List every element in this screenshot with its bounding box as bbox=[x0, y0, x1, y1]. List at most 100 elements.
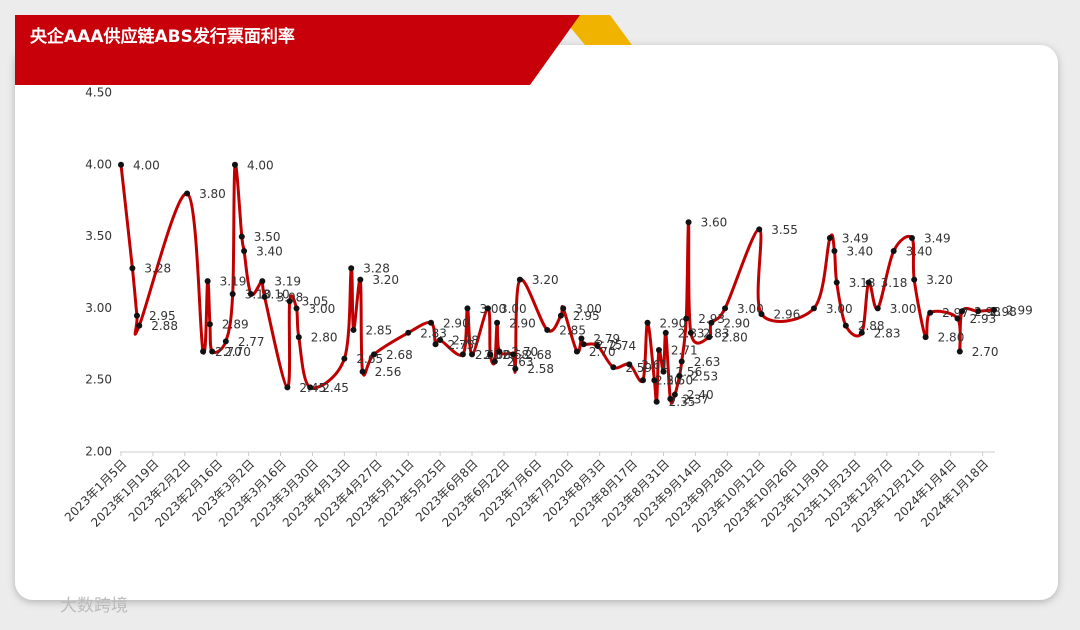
point bbox=[459, 351, 466, 358]
point bbox=[890, 247, 897, 254]
point bbox=[922, 334, 929, 341]
data-label: 2.70 bbox=[589, 345, 616, 359]
data-label: 3.40 bbox=[846, 244, 873, 258]
data-label: 2.65 bbox=[356, 352, 383, 366]
point bbox=[644, 319, 651, 326]
point bbox=[494, 319, 501, 326]
data-label: 2.70 bbox=[511, 345, 538, 359]
point bbox=[831, 247, 838, 254]
data-label: 2.68 bbox=[484, 348, 511, 362]
data-label: 2.35 bbox=[669, 395, 696, 409]
point bbox=[348, 265, 355, 272]
point bbox=[954, 315, 961, 322]
point bbox=[810, 305, 817, 312]
data-label: 3.00 bbox=[826, 302, 853, 316]
data-label: 3.00 bbox=[575, 302, 602, 316]
y-tick-label: 4.50 bbox=[85, 86, 112, 100]
point bbox=[956, 348, 963, 355]
data-label: 2.63 bbox=[694, 355, 721, 369]
point bbox=[927, 309, 934, 316]
data-label: 3.80 bbox=[199, 187, 226, 201]
data-label: 2.90 bbox=[660, 316, 687, 330]
y-tick-label: 2.50 bbox=[85, 373, 112, 387]
data-label: 2.58 bbox=[527, 362, 554, 376]
data-label: 2.74 bbox=[609, 339, 636, 353]
data-label: 2.89 bbox=[222, 318, 249, 332]
point bbox=[676, 372, 683, 379]
data-label: 3.49 bbox=[842, 232, 869, 246]
data-label: 3.50 bbox=[254, 230, 281, 244]
point bbox=[706, 334, 713, 341]
point bbox=[484, 305, 491, 312]
point bbox=[295, 334, 302, 341]
data-label: 2.90 bbox=[509, 316, 536, 330]
point bbox=[512, 365, 519, 372]
data-label: 2.45 bbox=[322, 381, 349, 395]
point bbox=[241, 247, 248, 254]
data-label: 4.00 bbox=[133, 158, 160, 172]
point bbox=[432, 341, 439, 348]
data-label: 2.40 bbox=[687, 388, 714, 402]
y-tick-label: 3.00 bbox=[85, 301, 112, 315]
point bbox=[975, 308, 982, 315]
point bbox=[200, 348, 207, 355]
point bbox=[557, 312, 564, 319]
data-label: 3.49 bbox=[924, 232, 951, 246]
point bbox=[222, 338, 229, 345]
data-label: 2.88 bbox=[858, 319, 885, 333]
point bbox=[259, 278, 266, 285]
point bbox=[865, 279, 872, 286]
point bbox=[238, 233, 245, 240]
data-label: 2.63 bbox=[507, 355, 534, 369]
data-label: 2.56 bbox=[375, 365, 402, 379]
data-label: 3.00 bbox=[309, 302, 336, 316]
data-label: 3.60 bbox=[701, 216, 728, 230]
data-label: 2.80 bbox=[311, 331, 338, 345]
data-label: 2.53 bbox=[691, 369, 718, 383]
point bbox=[491, 358, 498, 365]
point bbox=[231, 161, 238, 168]
point bbox=[758, 311, 765, 318]
point bbox=[639, 377, 646, 384]
point bbox=[469, 351, 476, 358]
data-label: 2.75 bbox=[448, 338, 475, 352]
data-label: 3.10 bbox=[263, 288, 290, 302]
point bbox=[678, 358, 685, 365]
data-label: 2.37 bbox=[682, 392, 709, 406]
point bbox=[842, 322, 849, 329]
data-label: 2.61 bbox=[641, 358, 668, 372]
point bbox=[229, 291, 236, 298]
point bbox=[464, 305, 471, 312]
watermark: 大数跨境 bbox=[60, 596, 128, 616]
data-label: 2.85 bbox=[559, 323, 586, 337]
point bbox=[357, 276, 364, 283]
point bbox=[911, 276, 918, 283]
point bbox=[427, 319, 434, 326]
data-label: 2.68 bbox=[525, 348, 552, 362]
point bbox=[651, 377, 658, 384]
banner-accent bbox=[560, 15, 632, 45]
point bbox=[209, 348, 216, 355]
data-label: 3.55 bbox=[771, 223, 798, 237]
point bbox=[437, 336, 444, 343]
data-label: 2.83 bbox=[874, 326, 901, 340]
point bbox=[833, 279, 840, 286]
point bbox=[594, 342, 601, 349]
point bbox=[136, 322, 143, 329]
point bbox=[708, 319, 715, 326]
data-label: 2.95 bbox=[149, 309, 176, 323]
banner bbox=[15, 15, 580, 85]
point bbox=[756, 226, 763, 233]
point bbox=[206, 321, 213, 328]
point bbox=[662, 329, 669, 336]
point bbox=[722, 305, 729, 312]
data-label: 2.88 bbox=[151, 319, 178, 333]
data-label: 2.71 bbox=[671, 344, 698, 358]
point bbox=[341, 355, 348, 362]
point bbox=[118, 161, 124, 168]
point bbox=[544, 326, 551, 333]
point bbox=[653, 398, 660, 405]
point bbox=[293, 305, 300, 312]
point bbox=[626, 361, 633, 368]
point bbox=[286, 298, 293, 305]
